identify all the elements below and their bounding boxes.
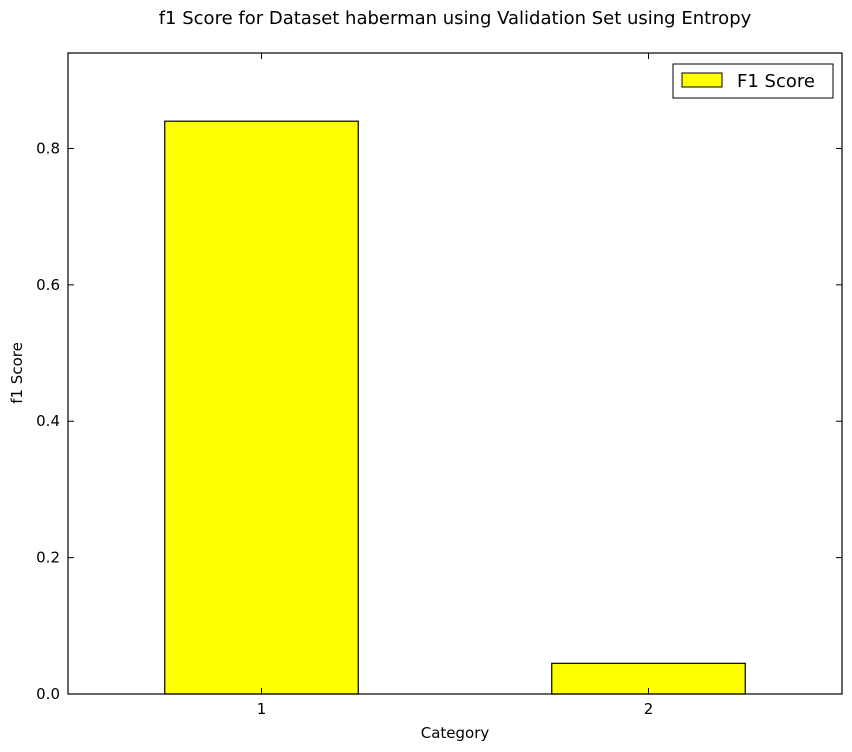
y-tick-label-0.8: 0.8 [36,139,60,157]
x-axis-label: Category [421,724,490,742]
plot-frame [67,52,843,695]
x-tick-label-2: 2 [644,700,654,718]
legend: F1 Score [672,63,834,99]
legend-label: F1 Score [737,71,815,92]
y-tick-label-0.0: 0.0 [36,685,60,703]
legend-swatch [681,72,723,88]
x-tick-label-1: 1 [257,700,267,718]
y-tick-label-0.4: 0.4 [36,412,60,430]
bars-group [164,120,746,695]
chart-title: f1 Score for Dataset haberman using Vali… [159,8,752,29]
y-tick-label-0.6: 0.6 [36,276,60,294]
ticks-group: 1 2 0.0 0.2 0.4 0.6 0.8 [36,53,842,718]
y-axis-label: f1 Score [8,342,26,404]
y-tick-label-0.2: 0.2 [36,549,60,567]
bar-1 [164,120,359,695]
